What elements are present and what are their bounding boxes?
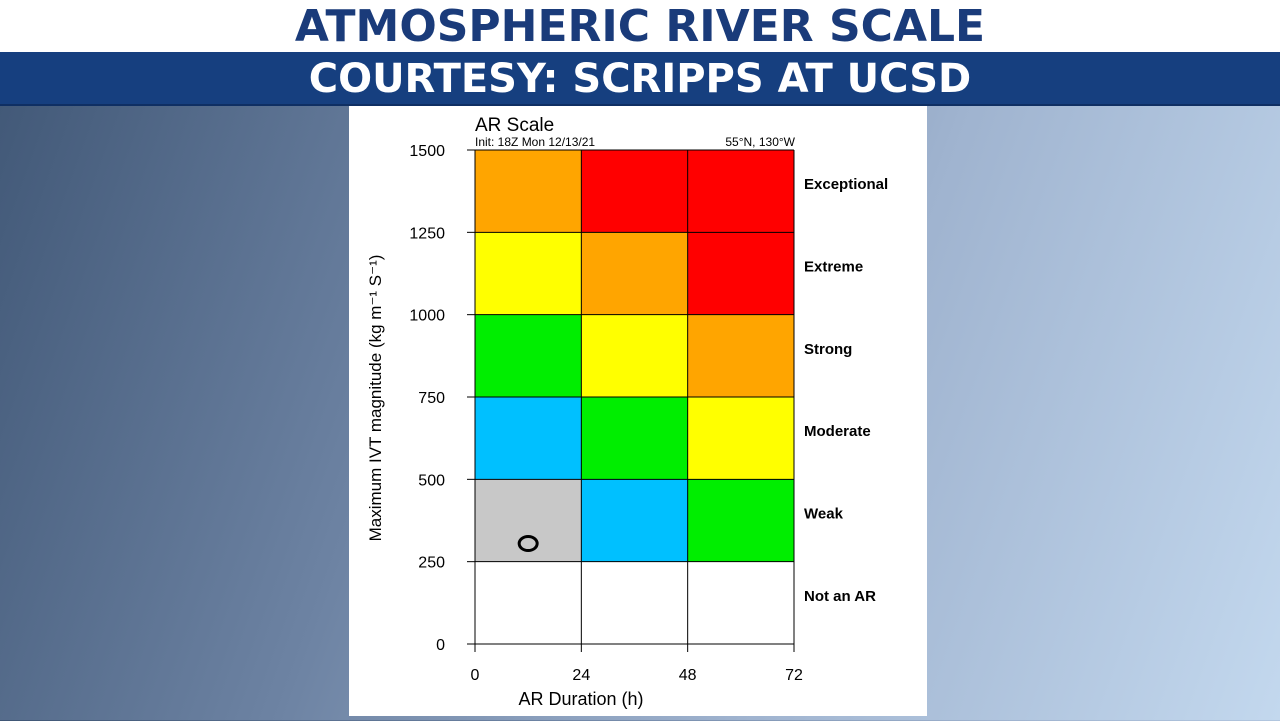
category-label-exceptional: Exceptional [804, 176, 888, 193]
forecast-marker [517, 535, 539, 553]
category-label-moderate: Moderate [804, 423, 871, 440]
chart-title: AR Scale [475, 115, 554, 136]
y-tick-label-750: 750 [418, 390, 445, 407]
cell-yellow-r1-c2 [687, 397, 794, 480]
headline: ATMOSPHERIC RIVER SCALE [294, 1, 986, 52]
ar-scale-chart: 0 250 500 750 1000 1250 1500 0 24 48 72 Not an AR We… [366, 115, 888, 709]
cell-orange-r4-c0 [475, 150, 582, 233]
cell-blue-r1-c0 [475, 397, 582, 480]
y-tick-label-500: 500 [418, 472, 445, 489]
y-tick-label-250: 250 [418, 555, 445, 572]
x-tick-label-48: 48 [679, 667, 697, 684]
category-label-not-an-ar: Not an AR [804, 588, 876, 605]
category-label-weak: Weak [804, 506, 844, 523]
subheader-band [0, 52, 1280, 106]
cell-red-r4-c1 [581, 150, 688, 233]
category-label-strong: Strong [804, 341, 852, 358]
cell-yellow-r2-c1 [581, 314, 688, 397]
chart-panel: 0 250 500 750 1000 1250 1500 0 24 48 72 Not an AR We… [349, 106, 927, 716]
category-label-extreme: Extreme [804, 259, 863, 276]
y-tick-label-1250: 1250 [409, 225, 445, 242]
cell-green-r2-c0 [475, 314, 582, 397]
header-background [0, 0, 1280, 52]
grid-layer [467, 149, 795, 652]
y-tick-label-1500: 1500 [409, 143, 445, 160]
cells-layer [475, 150, 794, 562]
subheadline: COURTESY: SCRIPPS AT UCSD [308, 56, 972, 102]
cell-green-r0-c2 [687, 479, 794, 562]
init-label: Init: 18Z Mon 12/13/21 [475, 135, 595, 149]
cell-blue-r0-c1 [581, 479, 688, 562]
y-axis-label: Maximum IVT magnitude (kg m⁻¹ S⁻¹) [366, 255, 385, 542]
x-tick-label-72: 72 [785, 667, 803, 684]
x-tick-label-24: 24 [572, 667, 590, 684]
cell-yellow-r3-c0 [475, 232, 582, 315]
x-tick-label-0: 0 [471, 667, 480, 684]
location-label: 55°N, 130°W [725, 135, 795, 149]
cell-green-r1-c1 [581, 397, 688, 480]
labels-layer: 0 250 500 750 1000 1250 1500 0 24 48 72 Not an AR We… [409, 143, 888, 684]
cell-orange-r2-c2 [687, 314, 794, 397]
cell-red-r3-c2 [687, 232, 794, 315]
y-tick-label-0: 0 [436, 637, 445, 654]
cell-grey-r0-c0 [475, 479, 582, 562]
y-tick-label-1000: 1000 [409, 308, 445, 325]
x-axis-label: AR Duration (h) [518, 689, 643, 709]
cell-orange-r3-c1 [581, 232, 688, 315]
cell-red-r4-c2 [687, 150, 794, 233]
